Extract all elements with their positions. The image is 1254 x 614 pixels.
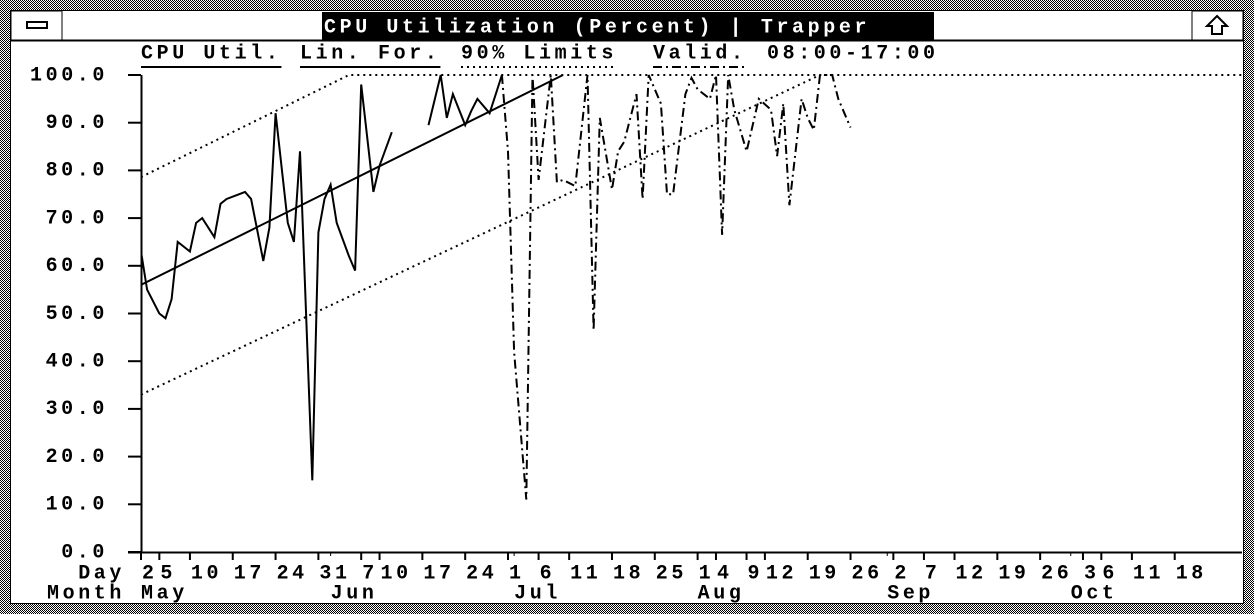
window-title: CPU Utilization (Percent) | Trapper (324, 16, 870, 39)
series-line (141, 74, 821, 396)
x-tick-label: 11 (1133, 562, 1164, 585)
y-tick-label: 40.0 (46, 350, 108, 373)
month-label: Aug (698, 582, 745, 605)
window-client (10, 10, 1244, 604)
x-tick-label: 2 (142, 562, 158, 585)
legend-label: 90% Limits (461, 42, 617, 65)
x-tick-label: 7 (925, 562, 941, 585)
series-line (500, 74, 852, 500)
x-tick-label: 12 (956, 562, 987, 585)
month-label: Oct (1071, 582, 1118, 605)
x-tick-label: 26 (1041, 562, 1072, 585)
month-label: May (141, 582, 188, 605)
x-tick-label: 19 (998, 562, 1029, 585)
x-tick-label: 10 (381, 562, 412, 585)
subtitle: 08:00-17:00 (767, 42, 939, 65)
day-row-label: Day (78, 562, 125, 585)
x-tick-label: 18 (1176, 562, 1207, 585)
x-tick-label: 19 (809, 562, 840, 585)
legend-label: Valid. (653, 42, 747, 65)
x-tick-label: 24 (466, 562, 497, 585)
series-line (141, 74, 503, 481)
x-tick-label: 9 (748, 562, 764, 585)
x-tick-label: 26 (852, 562, 883, 585)
legend-label: CPU Util. (141, 42, 281, 65)
y-tick-label: 70.0 (46, 207, 108, 230)
x-tick-label: 5 (160, 562, 176, 585)
month-label: Jun (331, 582, 378, 605)
month-label: Jul (514, 582, 561, 605)
x-tick-label: 31 (319, 562, 350, 585)
legend-label: Lin. For. (300, 42, 440, 65)
x-tick-label: 25 (656, 562, 687, 585)
x-tick-label: 7 (362, 562, 378, 585)
x-tick-label: 1 (509, 562, 525, 585)
x-tick-label: 12 (766, 562, 797, 585)
month-label: Sep (887, 582, 934, 605)
x-tick-label: 17 (423, 562, 454, 585)
x-tick-label: 10 (191, 562, 222, 585)
x-tick-label: 3 (1084, 562, 1100, 585)
x-tick-label: 11 (570, 562, 601, 585)
x-tick-label: 1 (699, 562, 715, 585)
y-tick-label: 20.0 (46, 446, 108, 469)
series-line (141, 74, 564, 286)
x-tick-label: 17 (234, 562, 265, 585)
y-tick-label: 60.0 (46, 255, 108, 278)
y-tick-label: 100.0 (30, 64, 108, 87)
y-tick-label: 50.0 (46, 303, 108, 326)
month-row-label: Month (47, 582, 125, 605)
x-tick-label: 18 (613, 562, 644, 585)
y-tick-label: 90.0 (46, 112, 108, 135)
maximize-icon (1204, 14, 1230, 35)
x-tick-label: 24 (277, 562, 308, 585)
title-bar-active (322, 12, 934, 40)
y-tick-label: 0.0 (61, 541, 108, 564)
y-tick-label: 10.0 (46, 494, 108, 517)
x-tick-label: 6 (540, 562, 556, 585)
x-tick-label: 4 (717, 562, 733, 585)
x-tick-label: 2 (894, 562, 910, 585)
system-menu-icon (26, 21, 48, 29)
series-group (141, 74, 1242, 500)
x-tick-label: 6 (1102, 562, 1118, 585)
y-tick-label: 30.0 (46, 398, 108, 421)
y-tick-label: 80.0 (46, 160, 108, 183)
